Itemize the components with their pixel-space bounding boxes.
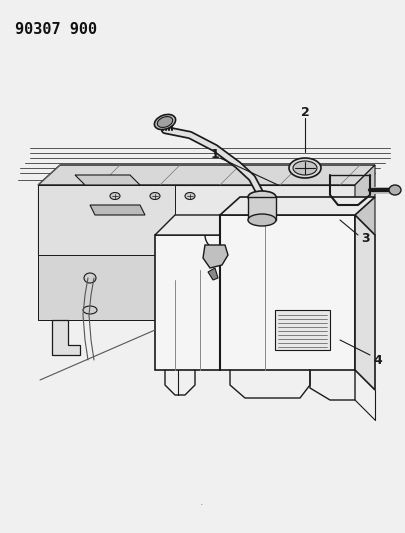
Text: 1: 1 <box>211 149 220 161</box>
Polygon shape <box>155 235 220 370</box>
Polygon shape <box>38 185 355 255</box>
Polygon shape <box>248 197 276 220</box>
Polygon shape <box>52 320 80 355</box>
Polygon shape <box>90 205 145 215</box>
Ellipse shape <box>389 185 401 195</box>
Polygon shape <box>220 197 375 215</box>
Polygon shape <box>38 165 375 185</box>
Text: 2: 2 <box>301 106 309 118</box>
Ellipse shape <box>248 191 276 203</box>
Ellipse shape <box>110 192 120 199</box>
Polygon shape <box>355 215 375 390</box>
Polygon shape <box>355 165 375 255</box>
Ellipse shape <box>293 161 317 175</box>
Ellipse shape <box>289 158 321 178</box>
Polygon shape <box>75 175 140 185</box>
Bar <box>275 310 330 350</box>
Polygon shape <box>155 215 220 235</box>
Ellipse shape <box>84 273 96 283</box>
Ellipse shape <box>83 306 97 314</box>
Text: 3: 3 <box>361 231 369 245</box>
Polygon shape <box>38 185 175 320</box>
Polygon shape <box>208 268 218 280</box>
Ellipse shape <box>185 192 195 199</box>
Text: .: . <box>200 497 204 507</box>
Polygon shape <box>203 245 228 268</box>
Polygon shape <box>38 255 155 320</box>
Text: 4: 4 <box>374 353 382 367</box>
Ellipse shape <box>248 214 276 226</box>
Ellipse shape <box>157 117 173 127</box>
Ellipse shape <box>150 192 160 199</box>
Ellipse shape <box>154 115 176 130</box>
Polygon shape <box>220 215 355 370</box>
Text: 90307 900: 90307 900 <box>15 22 97 37</box>
